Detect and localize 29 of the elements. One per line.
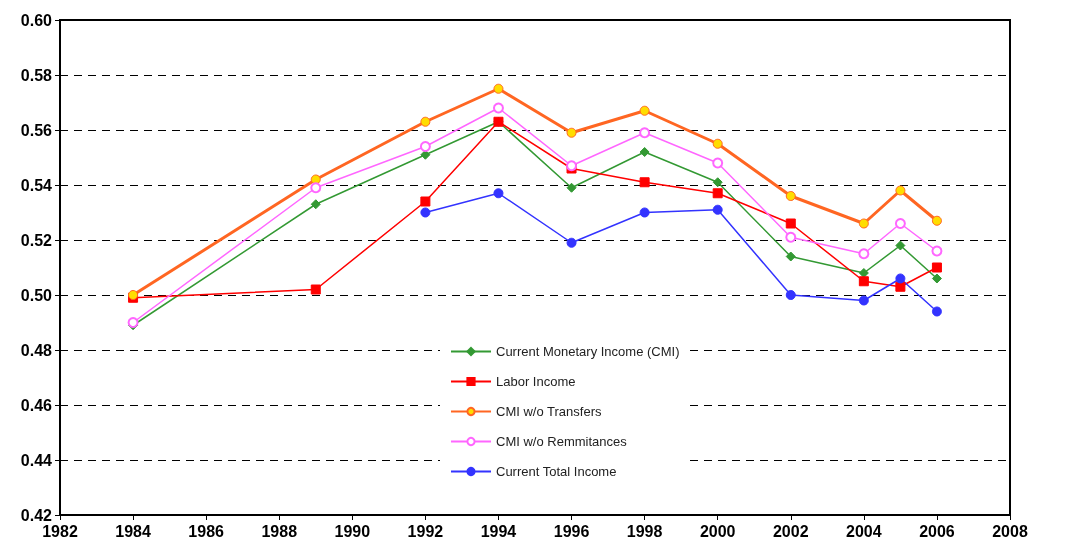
y-tick-label: 0.58: [20, 66, 53, 84]
legend-label: CMI w/o Transfers: [496, 404, 602, 419]
legend-label: CMI w/o Remmitances: [496, 434, 628, 449]
x-tick-label: 2004: [846, 522, 882, 540]
x-tick-label: 1990: [334, 522, 371, 540]
x-tick-label: 1994: [480, 522, 517, 540]
x-tick-label: 1982: [42, 522, 78, 540]
x-tick-label: 2000: [699, 522, 736, 540]
legend-label: Current Monetary Income (CMI): [496, 344, 680, 359]
y-tick-label: 0.60: [20, 11, 53, 29]
x-tick-label: 1998: [626, 522, 663, 540]
y-tick-label: 0.50: [20, 286, 53, 304]
y-tick-label: 0.54: [20, 176, 53, 194]
legend-label: Current Total Income: [496, 464, 617, 479]
y-tick-label: 0.56: [20, 121, 53, 139]
x-tick-label: 2006: [919, 522, 955, 540]
x-tick-label: 1996: [553, 522, 590, 540]
x-tick-label: 2008: [992, 522, 1028, 540]
y-tick-label: 0.42: [20, 506, 53, 524]
y-tick-label: 0.44: [20, 451, 53, 469]
x-tick-label: 1988: [261, 522, 298, 540]
x-tick-label: 1992: [407, 522, 444, 540]
x-tick-label: 1984: [115, 522, 151, 540]
y-tick-label: 0.52: [20, 231, 53, 249]
y-tick-label: 0.46: [20, 396, 53, 414]
legend-label: Labor Income: [496, 374, 576, 389]
x-tick-label: 2002: [772, 522, 809, 540]
x-tick-label: 1986: [188, 522, 225, 540]
y-tick-label: 0.48: [20, 341, 53, 359]
